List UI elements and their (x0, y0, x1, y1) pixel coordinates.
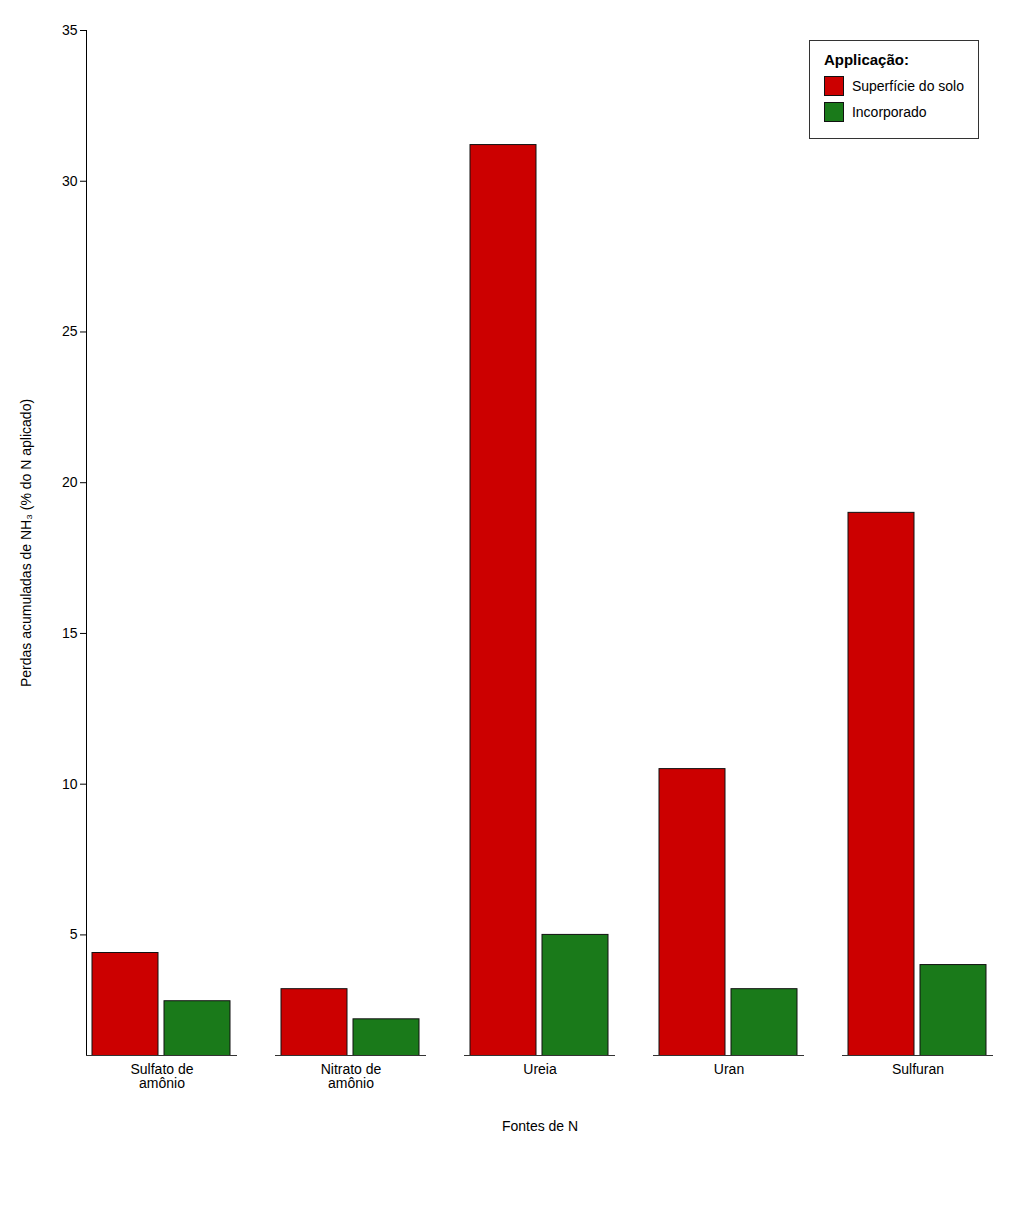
svg-text:Ureia: Ureia (523, 1061, 557, 1077)
svg-text:Perdas acumuladas de NH₃ (% do: Perdas acumuladas de NH₃ (% do N aplicad… (18, 399, 34, 687)
svg-text:Sulfato deamônio: Sulfato deamônio (130, 1061, 193, 1091)
svg-text:20: 20 (62, 474, 78, 490)
svg-text:35: 35 (62, 22, 78, 38)
svg-text:10: 10 (62, 776, 78, 792)
html-text:Superfície do solo: Superfície do solo (851, 78, 964, 94)
svg-text:Nitrato deamônio: Nitrato deamônio (321, 1061, 382, 1091)
html-text:Applicação:: Applicação: (823, 51, 909, 68)
html-text:Incorporado: Incorporado (851, 104, 927, 120)
svg-text:5: 5 (70, 926, 78, 942)
svg-text:Sulfuran: Sulfuran (892, 1061, 944, 1077)
svg-text:Fontes de N: Fontes de N (502, 1118, 578, 1134)
svg-text:15: 15 (62, 625, 78, 641)
svg-text:30: 30 (62, 173, 78, 189)
svg-text:25: 25 (62, 323, 78, 339)
svg-text:Uran: Uran (714, 1061, 744, 1077)
